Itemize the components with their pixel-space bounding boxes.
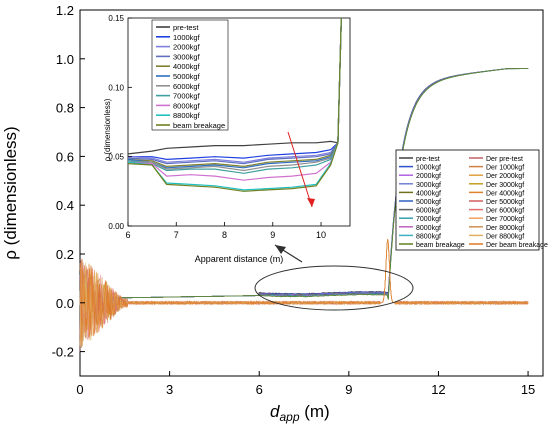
inset-x-ticks: 6 7 8 9 10 xyxy=(125,222,326,240)
main-y-tick-label: 0.6 xyxy=(56,149,74,164)
main-derivative-line xyxy=(79,239,529,346)
main-derivative-line xyxy=(79,239,529,340)
inset-x-tick-label: 8 xyxy=(222,230,227,240)
inset-x-tick-label: 10 xyxy=(316,230,326,240)
main-plot-frame xyxy=(79,9,544,377)
main-legend-label: 3000kgf xyxy=(416,182,441,189)
inset-legend-label: 6000kgf xyxy=(173,82,201,91)
trend-arrow-line xyxy=(287,131,313,208)
main-y-tick-label: 1.2 xyxy=(56,3,74,18)
main-derivative-line xyxy=(79,239,529,347)
main-x-ticks: 0 3 6 9 12 15 xyxy=(76,371,535,397)
main-legend-label: Der beam breakage xyxy=(486,242,548,249)
main-x-tick-label: 6 xyxy=(256,382,263,397)
main-series-line xyxy=(79,68,529,305)
main-legend-label: 4000kgf xyxy=(416,190,441,197)
main-derivative-line xyxy=(79,239,529,345)
main-legend-label: 6000kgf xyxy=(416,208,441,215)
main-x-tick-label: 15 xyxy=(521,382,535,397)
inset-y-tick-label: 0.15 xyxy=(108,14,124,23)
inset-series-line xyxy=(127,17,342,163)
main-legend-label: Der 5000kgf xyxy=(486,199,524,206)
main-derivative-line xyxy=(79,239,529,342)
x-axis-label-unit: (m) xyxy=(300,402,330,421)
main-legend-label: Der pre-test xyxy=(486,156,523,163)
inset-y-ticks: 0.00 0.05 0.10 0.15 xyxy=(108,14,132,231)
main-y-tick-label: -0.2 xyxy=(52,345,74,360)
inset-legend-label: 5000kgf xyxy=(173,72,201,81)
inset-legend-label: 8000kgf xyxy=(173,101,201,110)
inset-legend xyxy=(151,19,229,131)
x-axis-label-symbol: d xyxy=(270,402,280,421)
inset-x-tick-label: 9 xyxy=(270,230,275,240)
main-legend-label: Der 6000kgf xyxy=(486,208,524,215)
main-legend-label: 5000kgf xyxy=(416,199,441,206)
inset-legend-label: 8800kgf xyxy=(173,111,201,120)
inset-legend-label: 7000kgf xyxy=(173,92,201,101)
main-y-tick-label: 0.4 xyxy=(56,198,74,213)
main-y-tick-label: 0.8 xyxy=(56,101,74,116)
main-legend-label: 1000kgf xyxy=(416,165,441,172)
inset-legend-label: beam breakage xyxy=(173,121,225,130)
inset-y-tick-label: 0.05 xyxy=(108,153,124,162)
main-legend-label: Der 8000kgf xyxy=(486,225,524,232)
inset-legend-label: 4000kgf xyxy=(173,62,201,71)
inset-series-group xyxy=(127,17,342,192)
main-legend-items: pre-test Der pre-test 1000kgf Der 1000kgf 20… xyxy=(399,156,548,249)
main-y-ticks: -0.2 0.0 0.2 0.4 0.6 0.8 1.0 1.2 xyxy=(52,3,85,360)
inset-y-tick-label: 0.00 xyxy=(108,222,124,231)
x-axis-label-subscript: app xyxy=(279,410,299,424)
main-legend-label: Der 7000kgf xyxy=(486,216,524,223)
inset-legend-label: 1000kgf xyxy=(173,33,201,42)
main-x-tick-label: 3 xyxy=(166,382,173,397)
zoom-arrow-head xyxy=(275,245,286,254)
main-derivative-line xyxy=(79,239,529,339)
inset-legend-label: pre-test xyxy=(173,23,199,32)
main-legend-label: 7000kgf xyxy=(416,216,441,223)
main-legend-label: Der 1000kgf xyxy=(486,165,524,172)
main-legend-label: Der 8800kgf xyxy=(486,233,524,240)
main-y-tick-label: 0.2 xyxy=(56,247,74,262)
zoom-region-ellipse xyxy=(254,265,414,311)
main-legend-label: 8000kgf xyxy=(416,225,441,232)
inset-y-tick-label: 0.10 xyxy=(108,83,124,92)
main-legend-label: Der 4000kgf xyxy=(486,190,524,197)
inset-legend-label: 2000kgf xyxy=(173,43,201,52)
inset-y-axis-label: ρ (dimensionless) xyxy=(103,98,112,161)
main-y-tick-label: 0.0 xyxy=(56,296,74,311)
inset-x-tick-label: 7 xyxy=(174,230,179,240)
main-x-axis-label: dapp (m) xyxy=(270,402,330,424)
main-legend-label: pre-test xyxy=(416,156,440,163)
main-series-group xyxy=(79,68,529,352)
main-y-tick-label: 1.0 xyxy=(56,52,74,67)
inset-x-axis-label: Apparent distance (m) xyxy=(195,254,284,264)
main-legend xyxy=(395,149,540,251)
main-derivative-line xyxy=(79,239,529,347)
main-legend-label: Der 3000kgf xyxy=(486,182,524,189)
inset-legend-items: pre-test1000kgf2000kgf3000kgf4000kgf5000… xyxy=(156,23,225,130)
main-derivative-line xyxy=(79,239,529,344)
inset-x-tick-label: 6 xyxy=(125,230,130,240)
main-derivative-line xyxy=(79,239,529,333)
trend-arrow-head xyxy=(307,198,315,207)
inset-series-line xyxy=(127,17,342,192)
main-legend-label: 2000kgf xyxy=(416,173,441,180)
main-legend-label: 8800kgf xyxy=(416,233,441,240)
main-legend-label: beam breakage xyxy=(416,242,465,249)
inset-series-line xyxy=(127,17,342,174)
main-y-axis-label: ρ (dimensionless) xyxy=(1,126,20,259)
main-legend-label: Der 2000kgf xyxy=(486,173,524,180)
main-x-tick-label: 0 xyxy=(76,382,83,397)
inset-legend-label: 3000kgf xyxy=(173,52,201,61)
main-x-tick-label: 12 xyxy=(431,382,445,397)
inset-series-line xyxy=(127,17,342,155)
inset-series-line xyxy=(128,17,342,161)
main-x-tick-label: 9 xyxy=(345,382,352,397)
